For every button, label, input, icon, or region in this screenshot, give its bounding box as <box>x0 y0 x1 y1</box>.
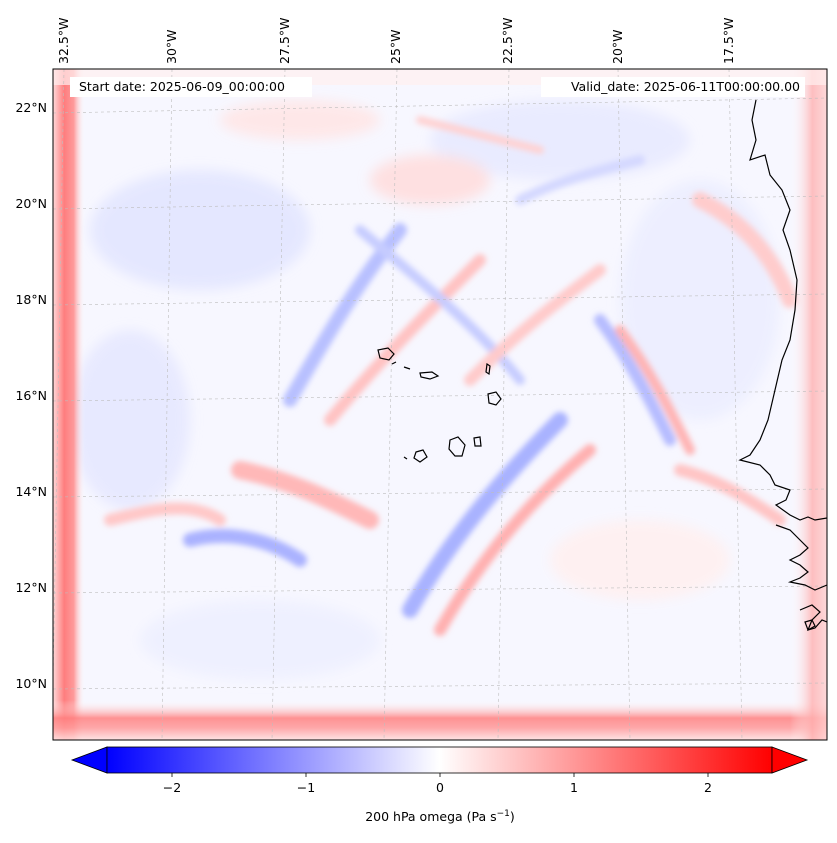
lat-label: 20°N <box>15 196 47 211</box>
map-frame <box>52 68 828 741</box>
lat-label: 16°N <box>15 388 47 403</box>
colorbar-tick: −2 <box>163 780 181 795</box>
lat-label: 18°N <box>15 292 47 307</box>
colorbar-tick: 2 <box>704 780 712 795</box>
colorbar-tick: −1 <box>297 780 315 795</box>
lon-labels: 32.5°W 30°W 27.5°W 25°W 22.5°W 20°W 17.5… <box>56 18 736 64</box>
lon-label: 27.5°W <box>277 18 292 64</box>
start-date-label: Start date: 2025-06-09_00:00:00 <box>79 79 285 94</box>
lon-label: 22.5°W <box>500 18 515 64</box>
lat-label: 22°N <box>15 100 47 115</box>
lat-label: 10°N <box>15 676 47 691</box>
lat-label: 12°N <box>15 580 47 595</box>
colorbar-tick: 1 <box>570 780 578 795</box>
colorbar-label: 200 hPa omega (Pa s−1) <box>365 809 515 824</box>
lat-label: 14°N <box>15 484 47 499</box>
coastline <box>377 99 827 631</box>
lat-labels: 22°N 20°N 18°N 16°N 14°N 12°N 10°N <box>15 100 47 691</box>
colorbar-tick: 0 <box>436 780 444 795</box>
lon-label: 20°W <box>610 29 625 64</box>
lon-label: 30°W <box>164 29 179 64</box>
colorbar: −2 −1 0 1 2 200 hPa omega (Pa s−1) <box>70 746 809 824</box>
valid-date-label: Valid_date: 2025-06-11T00:00:00.00 <box>571 79 800 94</box>
gridlines <box>53 69 827 740</box>
colorbar-extend-min <box>70 746 108 774</box>
lon-label: 17.5°W <box>721 18 736 64</box>
lon-label: 32.5°W <box>56 18 71 64</box>
omega-field <box>53 69 827 740</box>
colorbar-body <box>106 746 773 774</box>
lon-label: 25°W <box>388 29 403 64</box>
colorbar-extend-max <box>771 746 809 774</box>
